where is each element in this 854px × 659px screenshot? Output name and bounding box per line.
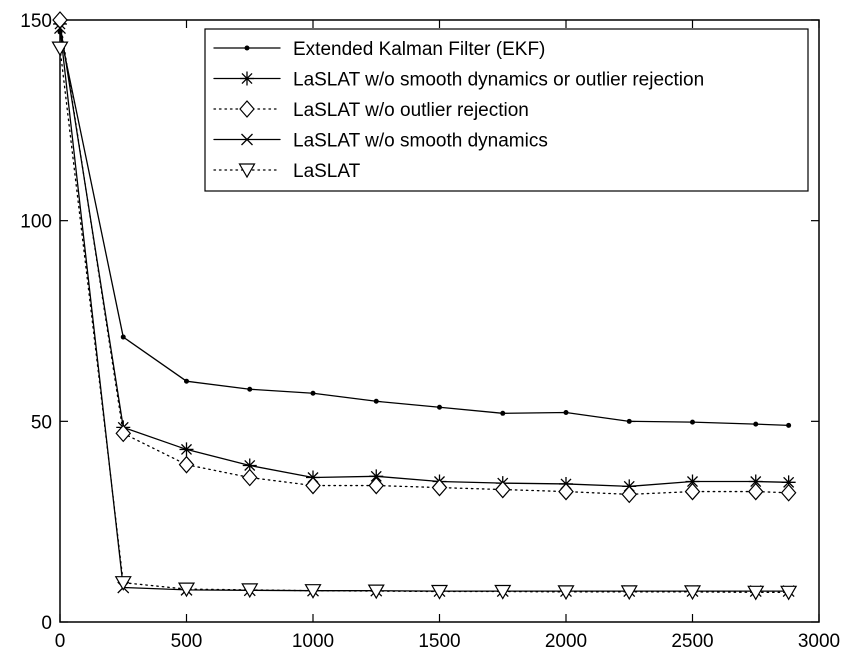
x-tick-label: 500 <box>171 631 203 652</box>
legend-item: LaSLAT w/o smooth dynamics <box>213 131 548 152</box>
series-layer <box>51 11 798 601</box>
data-point <box>684 482 701 501</box>
legend-label: Extended Kalman Filter (EKF) <box>293 39 545 60</box>
legend-marker <box>238 163 256 179</box>
data-point <box>179 442 194 457</box>
legend: Extended Kalman Filter (EKF) LaSLAT w/o s… <box>204 28 809 192</box>
data-point <box>685 474 700 489</box>
x-tick-label: 2500 <box>671 631 713 652</box>
data-point <box>51 41 69 57</box>
data-point <box>369 469 384 484</box>
data-point <box>305 476 321 495</box>
data-point <box>620 585 638 601</box>
data-point <box>242 458 257 473</box>
y-tick-label: 100 <box>20 212 52 233</box>
data-point <box>437 404 442 410</box>
data-point <box>178 455 195 474</box>
legend-marker <box>244 45 250 51</box>
series-5 <box>51 41 798 601</box>
data-point <box>780 483 797 502</box>
data-point <box>52 11 68 29</box>
legend-label: LaSLAT w/o outlier rejection <box>293 100 529 121</box>
legend-item: LaSLAT w/o smooth dynamics or outlier re… <box>213 70 704 91</box>
x-tick-label: 2000 <box>545 631 587 652</box>
x-tick-label: 3000 <box>798 631 840 652</box>
data-point <box>683 585 702 601</box>
data-point <box>367 584 385 600</box>
data-point <box>500 410 506 416</box>
data-point <box>247 386 253 392</box>
x-tick-label: 1000 <box>292 631 334 652</box>
legend-label: LaSLAT <box>293 161 361 182</box>
data-point <box>310 390 316 396</box>
data-point <box>558 482 574 501</box>
legend-marker <box>241 133 253 146</box>
data-point <box>54 22 66 34</box>
data-point <box>430 584 449 600</box>
data-point <box>114 576 132 591</box>
legend-label: LaSLAT w/o smooth dynamics <box>293 131 548 152</box>
data-point <box>747 585 765 601</box>
legend-item: Extended Kalman Filter (EKF) <box>213 39 545 60</box>
legend-box <box>204 28 809 192</box>
x-tick-label: 0 <box>55 631 66 652</box>
data-point <box>747 482 764 501</box>
data-point <box>373 398 379 404</box>
data-point <box>626 418 632 424</box>
data-point <box>304 584 322 599</box>
data-point <box>115 424 132 443</box>
data-point <box>494 584 512 600</box>
data-point <box>563 410 569 416</box>
legend-item: LaSLAT w/o outlier rejection <box>213 100 529 121</box>
data-point <box>494 480 511 499</box>
data-point <box>780 585 798 601</box>
data-point <box>177 582 196 598</box>
data-point <box>431 478 448 497</box>
legend-label: LaSLAT w/o smooth dynamics or outlier re… <box>293 70 704 91</box>
data-point <box>690 419 695 425</box>
data-point <box>781 475 796 490</box>
y-tick-label: 0 <box>41 613 52 634</box>
data-point <box>241 468 258 487</box>
legend-marker <box>239 100 255 118</box>
data-point <box>184 378 189 384</box>
data-point <box>786 422 792 428</box>
y-tick-label: 150 <box>20 11 52 32</box>
y-tick-label: 50 <box>31 412 52 433</box>
data-point <box>557 585 575 601</box>
data-point <box>120 334 126 340</box>
legend-marker <box>240 71 254 86</box>
data-point <box>753 421 759 427</box>
legend-item: LaSLAT <box>213 161 361 182</box>
data-point <box>621 485 638 504</box>
series-3 <box>52 11 797 504</box>
data-point <box>748 474 763 489</box>
axis-ticks: 0 500 1000 1500 2000 2500 3000 0 50 100 150 <box>20 11 840 652</box>
x-tick-label: 1500 <box>418 631 460 652</box>
data-point <box>368 476 385 495</box>
data-point <box>241 583 259 599</box>
